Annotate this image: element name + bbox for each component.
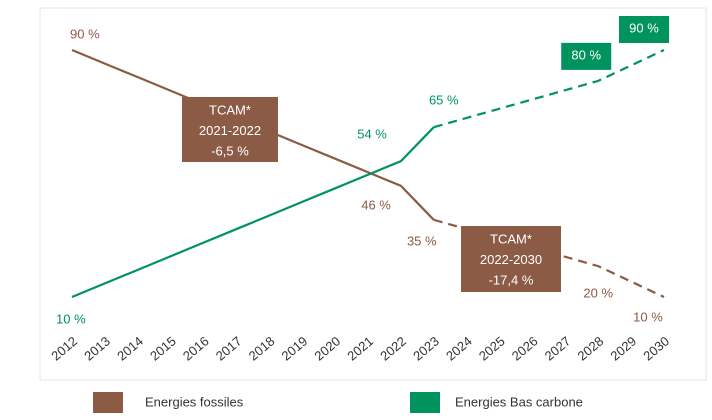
- x-tick-label: 2021: [344, 333, 376, 363]
- series-line: [71, 126, 435, 299]
- x-tick-label: 2030: [640, 333, 672, 363]
- x-tick-label: 2026: [509, 333, 541, 363]
- x-tick-label: 2012: [48, 333, 80, 363]
- annotation-text: TCAM*: [490, 231, 532, 246]
- x-tick-label: 2020: [311, 333, 343, 363]
- value-label: 65 %: [429, 93, 459, 108]
- value-label: 10 %: [633, 309, 663, 324]
- x-tick-label: 2024: [443, 333, 475, 363]
- x-tick-label: 2014: [114, 333, 146, 363]
- value-label: 20 %: [583, 286, 613, 301]
- annotation-text: -17,4 %: [489, 272, 534, 287]
- value-label: 90 %: [629, 20, 659, 35]
- x-tick-label: 2016: [180, 333, 212, 363]
- legend-swatch: [93, 392, 123, 413]
- value-label-box: [619, 16, 669, 43]
- annotation-text: 2021-2022: [199, 123, 261, 138]
- value-label: 80 %: [571, 47, 601, 62]
- annotation-text: TCAM*: [209, 102, 251, 117]
- annotation-box: [461, 226, 561, 292]
- x-tick-label: 2018: [246, 333, 278, 363]
- x-tick-label: 2029: [607, 333, 639, 363]
- plot-border: [39, 7, 707, 381]
- x-tick-label: 2023: [410, 333, 442, 363]
- value-label: 10 %: [56, 311, 86, 326]
- value-label: 46 %: [361, 197, 391, 212]
- projection-line: [433, 218, 665, 298]
- x-tick-label: 2013: [81, 333, 113, 363]
- annotation-text: 2022-2030: [480, 252, 542, 267]
- projection-line: [433, 49, 665, 129]
- x-tick-label: 2015: [147, 333, 179, 363]
- value-label: 90 %: [70, 26, 100, 41]
- x-tick-label: 2027: [542, 333, 574, 363]
- x-tick-label: 2025: [476, 333, 508, 363]
- x-tick-label: 2017: [213, 333, 245, 363]
- x-tick-label: 2019: [279, 333, 311, 363]
- x-tick-label: 2022: [377, 333, 409, 363]
- annotation-text: -6,5 %: [211, 143, 249, 158]
- x-tick-label: 2028: [575, 333, 607, 363]
- legend-swatch: [410, 392, 440, 413]
- legend-label: Energies Bas carbone: [455, 394, 583, 409]
- legend-label: Energies fossiles: [145, 394, 244, 409]
- value-label: 54 %: [357, 127, 387, 142]
- value-label-box: [561, 42, 612, 70]
- annotation-box: [182, 97, 278, 162]
- value-label: 35 %: [407, 233, 437, 248]
